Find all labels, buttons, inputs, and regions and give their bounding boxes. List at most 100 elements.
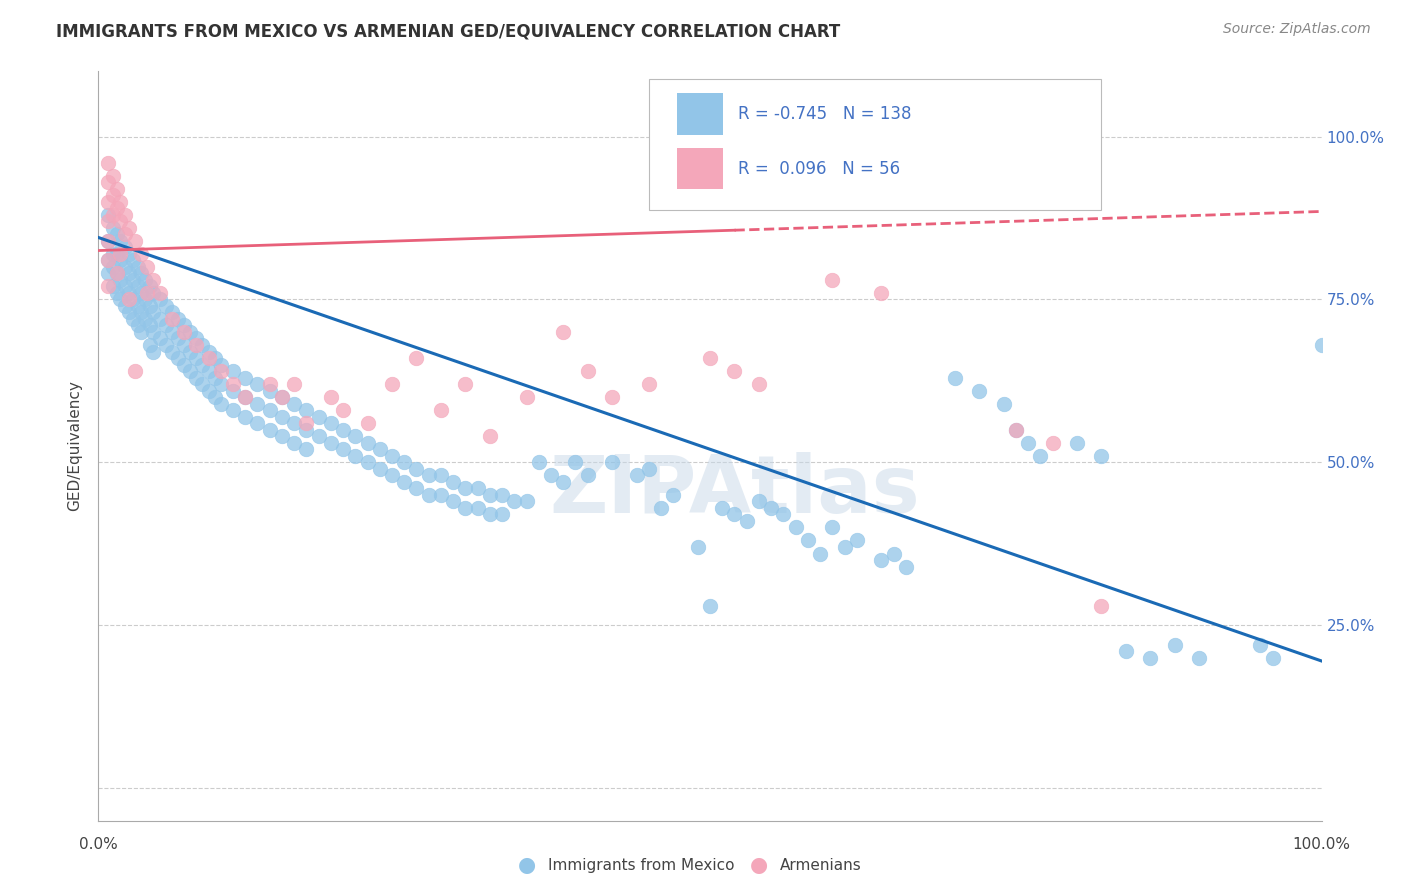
Point bbox=[259, 403, 281, 417]
Point bbox=[662, 488, 685, 502]
Point bbox=[553, 475, 575, 489]
Point bbox=[110, 293, 132, 307]
Point bbox=[454, 377, 477, 392]
Point bbox=[392, 455, 416, 469]
Point bbox=[283, 435, 305, 450]
Point bbox=[1004, 423, 1026, 437]
Point bbox=[121, 273, 143, 287]
Point bbox=[553, 325, 575, 339]
Point bbox=[124, 234, 146, 248]
Point bbox=[114, 208, 136, 222]
Point bbox=[134, 293, 156, 307]
Point bbox=[179, 325, 201, 339]
Point bbox=[114, 279, 136, 293]
Point bbox=[870, 285, 893, 300]
Point bbox=[209, 358, 232, 372]
Point bbox=[101, 260, 124, 274]
Point bbox=[97, 253, 120, 268]
Point bbox=[772, 508, 794, 522]
Point bbox=[430, 403, 453, 417]
Point bbox=[894, 559, 917, 574]
Point bbox=[540, 468, 562, 483]
Point bbox=[121, 253, 143, 268]
Bar bbox=[678, 148, 724, 189]
Point bbox=[638, 462, 661, 476]
Point bbox=[870, 553, 893, 567]
Point bbox=[1164, 638, 1187, 652]
Point bbox=[186, 338, 208, 352]
Point bbox=[467, 481, 489, 495]
Point bbox=[381, 449, 404, 463]
Point bbox=[173, 325, 195, 339]
Point bbox=[405, 462, 427, 476]
Point bbox=[186, 351, 208, 365]
Point bbox=[160, 325, 183, 339]
Point bbox=[121, 312, 143, 326]
Point bbox=[270, 390, 294, 404]
Point bbox=[392, 475, 416, 489]
Point bbox=[576, 364, 599, 378]
Point bbox=[723, 364, 745, 378]
Point bbox=[600, 455, 623, 469]
Point bbox=[735, 514, 758, 528]
Point bbox=[97, 208, 120, 222]
Point bbox=[1090, 599, 1112, 613]
Point bbox=[105, 266, 128, 280]
Point bbox=[283, 416, 305, 430]
Point bbox=[204, 390, 226, 404]
Point bbox=[491, 508, 513, 522]
Point bbox=[209, 397, 232, 411]
Point bbox=[179, 364, 201, 378]
Point bbox=[121, 293, 143, 307]
Point bbox=[368, 462, 391, 476]
Point bbox=[167, 312, 190, 326]
Point bbox=[142, 273, 165, 287]
Point bbox=[222, 384, 245, 398]
Point bbox=[118, 247, 141, 261]
Point bbox=[139, 299, 162, 313]
Point bbox=[118, 293, 141, 307]
Point bbox=[283, 377, 305, 392]
Point bbox=[295, 442, 318, 457]
Point bbox=[129, 247, 152, 261]
Text: IMMIGRANTS FROM MEXICO VS ARMENIAN GED/EQUIVALENCY CORRELATION CHART: IMMIGRANTS FROM MEXICO VS ARMENIAN GED/E… bbox=[56, 22, 841, 40]
Point bbox=[97, 214, 120, 228]
Point bbox=[270, 409, 294, 424]
Point bbox=[105, 227, 128, 242]
Text: Immigrants from Mexico: Immigrants from Mexico bbox=[548, 858, 735, 872]
Bar bbox=[678, 94, 724, 135]
Point bbox=[97, 253, 120, 268]
Point bbox=[576, 468, 599, 483]
Point bbox=[405, 481, 427, 495]
Point bbox=[191, 358, 214, 372]
Point bbox=[259, 377, 281, 392]
Point bbox=[441, 494, 464, 508]
Point bbox=[381, 377, 404, 392]
Point bbox=[430, 488, 453, 502]
Point bbox=[197, 344, 219, 359]
Point bbox=[173, 318, 195, 333]
Point bbox=[101, 247, 124, 261]
Point bbox=[748, 494, 770, 508]
Point bbox=[139, 318, 162, 333]
Point bbox=[155, 299, 177, 313]
Point bbox=[110, 234, 132, 248]
Point bbox=[97, 279, 120, 293]
Point bbox=[319, 416, 342, 430]
Point bbox=[105, 181, 128, 195]
Point bbox=[319, 390, 342, 404]
Point bbox=[134, 273, 156, 287]
FancyBboxPatch shape bbox=[650, 78, 1101, 210]
Point bbox=[110, 247, 132, 261]
Point bbox=[418, 488, 440, 502]
Point bbox=[1004, 423, 1026, 437]
Point bbox=[405, 351, 427, 365]
Point bbox=[259, 384, 281, 398]
Point bbox=[209, 364, 232, 378]
Point bbox=[118, 266, 141, 280]
Point bbox=[270, 390, 294, 404]
Point bbox=[142, 305, 165, 319]
Point bbox=[129, 285, 152, 300]
Point bbox=[1139, 650, 1161, 665]
Y-axis label: GED/Equivalency: GED/Equivalency bbox=[67, 381, 83, 511]
